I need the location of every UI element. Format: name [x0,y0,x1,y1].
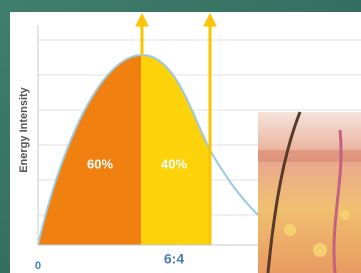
region-label: 60% [87,156,113,171]
ratio-label: 6:4 [164,251,184,267]
diagram: 60% 40% 6:4 0 Energy Intensity [0,0,361,273]
region-label: 40% [161,156,187,171]
skin-image [258,112,361,273]
origin-label: 0 [35,260,41,272]
axis-label: Energy Intensity [18,86,30,172]
page: {"axis_label": "Energy Intensity", "orig… [0,0,361,273]
